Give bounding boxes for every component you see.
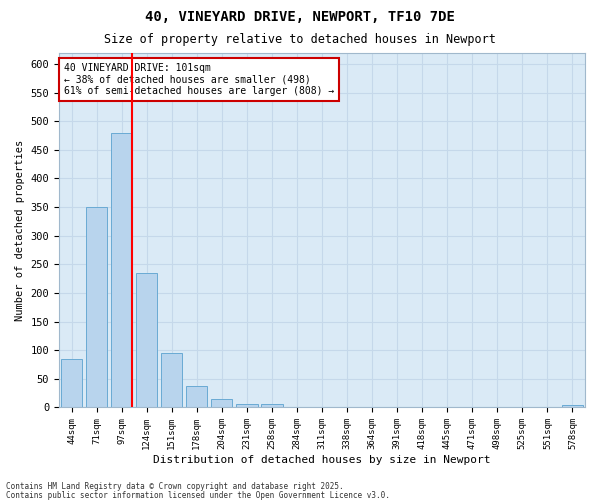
Bar <box>136 273 157 407</box>
Bar <box>236 404 257 407</box>
Bar <box>61 359 82 408</box>
Bar <box>211 399 232 407</box>
X-axis label: Distribution of detached houses by size in Newport: Distribution of detached houses by size … <box>153 455 491 465</box>
Text: Size of property relative to detached houses in Newport: Size of property relative to detached ho… <box>104 32 496 46</box>
Bar <box>111 132 132 407</box>
Bar <box>86 207 107 408</box>
Bar <box>562 404 583 407</box>
Text: 40 VINEYARD DRIVE: 101sqm
← 38% of detached houses are smaller (498)
61% of semi: 40 VINEYARD DRIVE: 101sqm ← 38% of detac… <box>64 63 335 96</box>
Text: Contains HM Land Registry data © Crown copyright and database right 2025.: Contains HM Land Registry data © Crown c… <box>6 482 344 491</box>
Text: 40, VINEYARD DRIVE, NEWPORT, TF10 7DE: 40, VINEYARD DRIVE, NEWPORT, TF10 7DE <box>145 10 455 24</box>
Y-axis label: Number of detached properties: Number of detached properties <box>15 140 25 320</box>
Bar <box>261 404 283 407</box>
Bar <box>161 353 182 408</box>
Text: Contains public sector information licensed under the Open Government Licence v3: Contains public sector information licen… <box>6 490 390 500</box>
Bar <box>186 386 208 407</box>
